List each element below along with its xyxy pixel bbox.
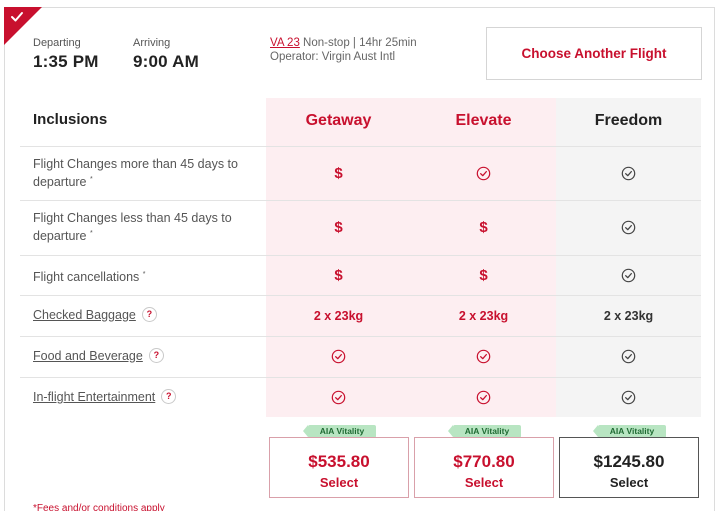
included-check-icon [411, 146, 556, 200]
vitality-badge-freedom: AIA Vitality [593, 425, 666, 438]
vitality-badge-getaway: AIA Vitality [303, 425, 376, 438]
freedom-select-label: Select [609, 475, 649, 490]
inclusion-row [20, 336, 701, 377]
getaway-select-button[interactable]: $535.80 Select [269, 437, 409, 498]
fee-icon: $ [334, 266, 343, 284]
inclusion-row [20, 295, 701, 336]
freedom-column [556, 98, 701, 417]
choose-another-flight-button[interactable]: Choose Another Flight [486, 27, 702, 80]
included-check-icon [266, 377, 411, 417]
fare-header-getaway: Getaway [305, 112, 372, 129]
baggage-value: 2 x 23kg [603, 308, 654, 323]
fee-applies-cell: $ [411, 255, 556, 295]
arriving-block: Arriving 9:00 AM [133, 37, 199, 72]
fee-icon: $ [334, 219, 343, 236]
help-icon[interactable]: ? [161, 389, 177, 404]
footnote-marker: * [142, 271, 146, 278]
elevate-column [411, 98, 556, 417]
inclusion-info-link[interactable]: Food and Beverage [33, 349, 143, 363]
inclusion-text: Flight cancellations [33, 270, 140, 285]
getaway-column [266, 98, 411, 417]
vitality-badge-elevate: AIA Vitality [448, 425, 521, 438]
included-check-icon [411, 377, 556, 417]
footnote-marker: * [90, 230, 93, 237]
inclusion-text: Flight Changes less than 45 days to depa… [33, 211, 232, 244]
inclusion-text: Flight Changes more than 45 days to depa… [33, 157, 238, 190]
inclusions-heading: Inclusions [33, 111, 108, 128]
fee-applies-cell: $ [411, 200, 556, 255]
included-check-icon [556, 255, 701, 295]
baggage-value: 2 x 23kg [458, 308, 509, 323]
fee-applies-cell: $ [266, 200, 411, 255]
inclusion-label: Flight Changes less than 45 days to depa… [33, 211, 261, 244]
inclusion-label: Checked Baggage? [33, 307, 263, 323]
inclusion-info-link[interactable]: In-flight Entertainment [33, 390, 156, 404]
arriving-label: Arriving [133, 37, 171, 49]
inclusion-row [20, 377, 701, 417]
help-icon[interactable]: ? [141, 307, 157, 322]
departing-label: Departing [33, 37, 81, 49]
included-check-icon [556, 146, 701, 200]
flight-details: Non-stop | 14hr 25min [303, 37, 417, 49]
fee-icon: $ [479, 219, 488, 236]
fee-icon: $ [479, 266, 488, 284]
inclusion-row [20, 255, 701, 295]
baggage-value: 2 x 23kg [313, 308, 364, 323]
included-check-icon [556, 200, 701, 255]
departing-time: 1:35 PM [33, 52, 99, 71]
departing-block: Departing 1:35 PM [33, 37, 99, 72]
fee-icon: $ [334, 164, 343, 182]
help-icon[interactable]: ? [148, 348, 164, 363]
footnote-marker: * [90, 176, 93, 183]
included-check-icon [411, 336, 556, 377]
elevate-select-label: Select [464, 475, 504, 490]
flight-code-link[interactable]: VA 23 [270, 37, 300, 49]
included-check-icon [266, 336, 411, 377]
inclusion-label: Flight cancellations * [33, 267, 263, 285]
elevate-select-button[interactable]: $770.80 Select [414, 437, 554, 498]
freedom-price: $1245.80 [593, 452, 665, 471]
selected-corner [4, 7, 42, 45]
inclusion-label: In-flight Entertainment? [33, 389, 263, 405]
flight-info: VA 23 Non-stop | 14hr 25min Operator: Vi… [270, 36, 417, 64]
operator-text: Operator: Virgin Aust Intl [270, 51, 396, 63]
included-check-icon [556, 336, 701, 377]
inclusion-info-link[interactable]: Checked Baggage [33, 308, 136, 322]
fees-footnote: *Fees and/or conditions apply [33, 503, 165, 511]
inclusion-row [20, 146, 701, 200]
inclusion-label: Flight Changes more than 45 days to depa… [33, 157, 261, 190]
freedom-select-button[interactable]: $1245.80 Select [559, 437, 699, 498]
included-check-icon [556, 377, 701, 417]
inclusion-label: Food and Beverage? [33, 348, 263, 364]
inclusion-row [20, 200, 701, 255]
check-icon [11, 12, 23, 22]
elevate-price: $770.80 [453, 452, 515, 471]
fare-header-freedom: Freedom [594, 112, 663, 129]
fee-applies-cell: $ [266, 255, 411, 295]
fee-applies-cell: $ [266, 146, 411, 200]
getaway-price: $535.80 [308, 452, 370, 471]
fare-header-elevate: Elevate [455, 112, 512, 129]
arriving-time: 9:00 AM [133, 52, 199, 71]
getaway-select-label: Select [319, 475, 359, 490]
